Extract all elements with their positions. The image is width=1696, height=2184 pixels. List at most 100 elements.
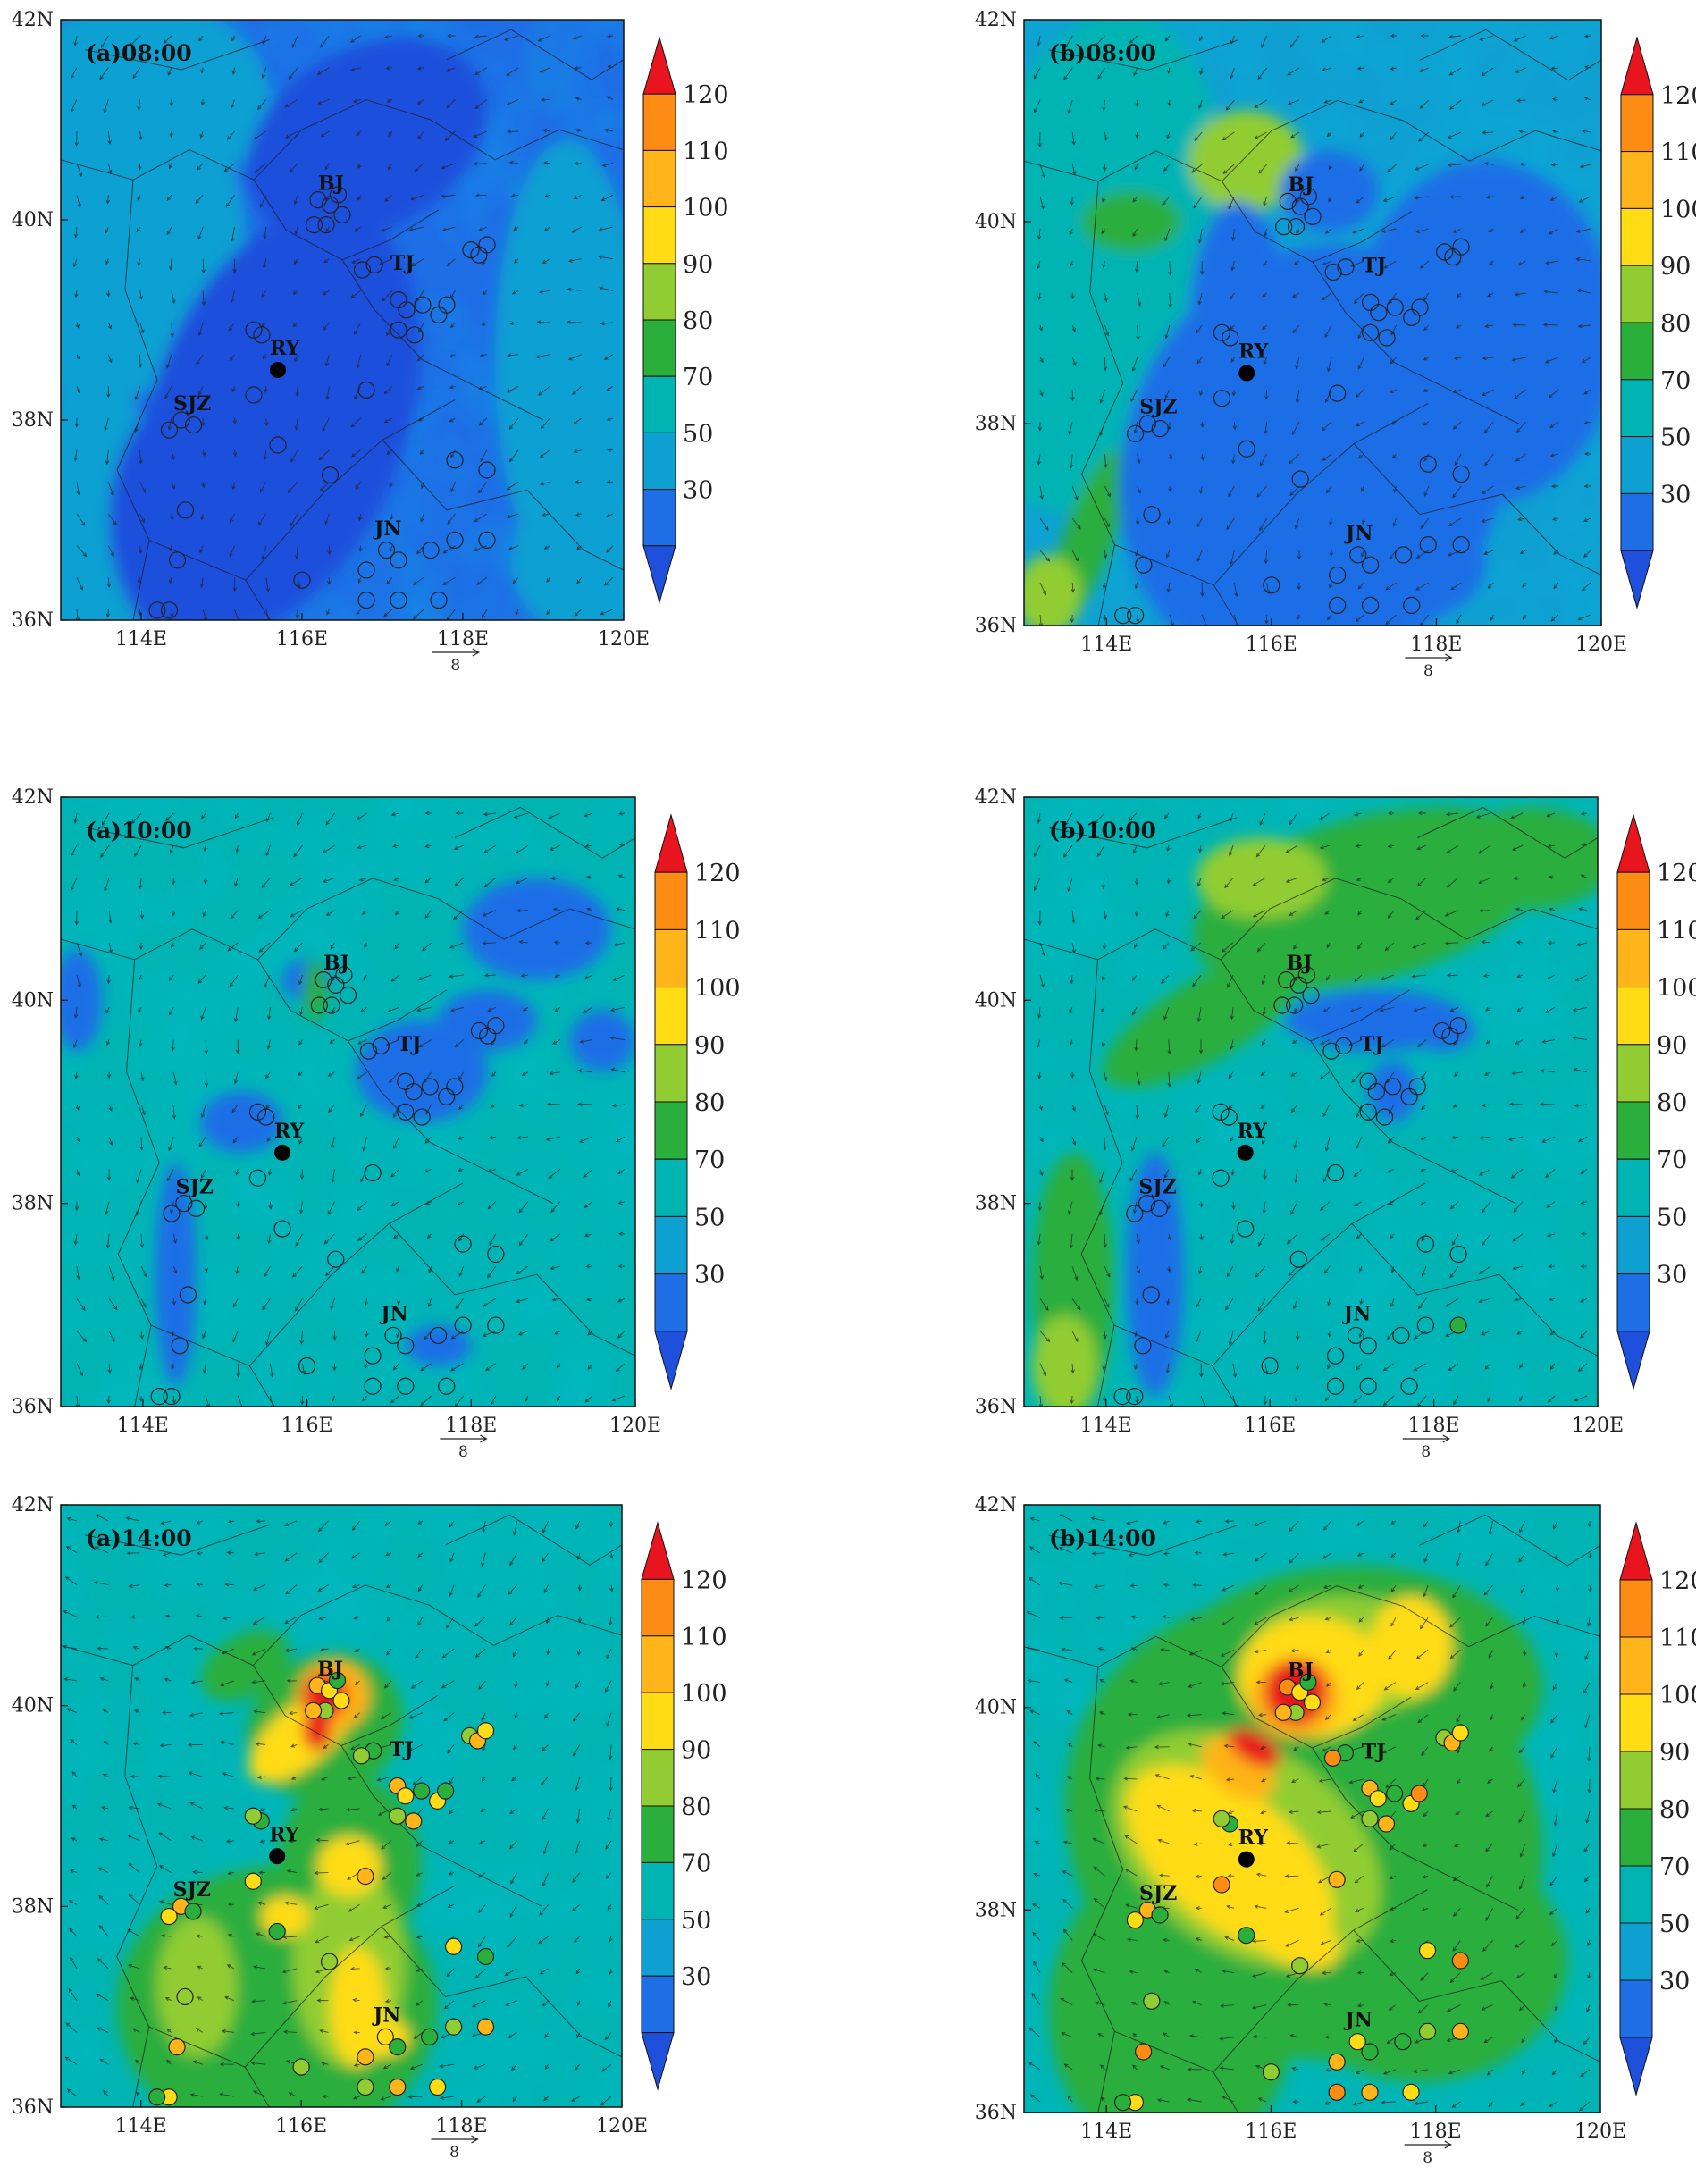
station-marker: [298, 1357, 316, 1375]
panel-label: (a)14:00: [86, 1525, 192, 1551]
map-frame: [60, 19, 625, 621]
boundary-lines: [1024, 29, 1601, 626]
station-marker: [1126, 1205, 1144, 1222]
pm25-field: [61, 1505, 622, 2107]
station-marker: [1286, 996, 1304, 1014]
station-marker: [470, 1021, 489, 1040]
colorbar: 120 110 100 90 80 70 50 30: [641, 1521, 727, 2091]
station-marker: [1452, 465, 1470, 483]
colorbar-tick-label: 110: [1659, 1625, 1696, 1652]
y-tick-label: 42N: [12, 9, 54, 31]
reference-vector-label: 8: [1423, 662, 1433, 680]
station-marker: [175, 1195, 193, 1213]
y-tick-label: 36N: [12, 1396, 54, 1418]
station-marker: [437, 1782, 455, 1800]
station-marker: [1287, 218, 1306, 236]
ry-site-marker: [274, 1144, 291, 1161]
station-marker: [421, 1078, 439, 1096]
station-marker: [1328, 1870, 1346, 1888]
panel-label: (b)08:00: [1049, 40, 1156, 66]
station-marker: [1451, 1724, 1469, 1742]
map-frame: [60, 796, 636, 1407]
observation-stations: [148, 186, 496, 619]
colorbar-tick-label: 100: [1659, 1682, 1696, 1709]
colorbar: 120 110 100 90 80 70 50 30: [654, 813, 741, 1390]
station-marker: [405, 1812, 423, 1830]
station-marker: [1274, 1703, 1292, 1721]
x-tick-label: 120E: [1574, 2121, 1626, 2143]
colorbar-tick-label: 30: [1659, 1968, 1690, 1995]
station-marker: [160, 421, 179, 439]
station-marker: [1418, 2022, 1437, 2040]
colorbar-tick-label: 50: [681, 1907, 711, 1935]
station-marker: [421, 2028, 439, 2045]
station-marker: [398, 301, 416, 319]
station-marker: [305, 216, 323, 234]
pm25-field: [1024, 797, 1598, 1407]
station-marker: [376, 2028, 394, 2045]
station-marker: [1329, 566, 1347, 584]
station-marker: [168, 2038, 186, 2056]
city-label: TJ: [1362, 255, 1386, 278]
station-marker: [389, 2078, 407, 2096]
station-marker: [429, 1326, 448, 1345]
station-marker: [454, 1235, 472, 1253]
station-marker: [1126, 424, 1145, 442]
station-marker: [1400, 1377, 1418, 1395]
city-label: JN: [379, 1302, 408, 1325]
x-tick-label: 116E: [1246, 634, 1297, 656]
station-marker: [1418, 1942, 1437, 1960]
y-tick-label: 36N: [975, 1396, 1017, 1418]
colorbar-tick-label: 90: [1657, 1032, 1687, 1060]
station-marker: [168, 551, 187, 569]
observation-stations: [148, 1671, 495, 2106]
station-marker: [1304, 207, 1322, 225]
colorbar-tick-label: 120: [683, 81, 729, 109]
y-tick-label: 38N: [12, 409, 54, 432]
city-label: BJ: [1288, 1659, 1314, 1683]
station-marker: [1212, 1169, 1230, 1187]
y-tick-label: 40N: [975, 211, 1017, 233]
city-label: JN: [1344, 522, 1373, 545]
boundary-lines: [61, 29, 624, 620]
reference-vector: [1404, 2140, 1452, 2149]
station-marker: [1114, 607, 1132, 625]
y-tick-label: 38N: [12, 1895, 54, 1918]
station-marker: [163, 1205, 181, 1222]
station-marker: [1370, 304, 1388, 322]
reference-vector-label: 8: [1423, 2149, 1432, 2167]
y-tick-label: 40N: [975, 1697, 1017, 1719]
station-marker: [148, 2088, 166, 2106]
colorbar: 120 110 100 90 80 70 50 30: [1620, 36, 1696, 609]
station-marker: [1113, 1388, 1131, 1406]
station-marker: [171, 1337, 189, 1355]
station-marker: [438, 1377, 456, 1395]
station-marker: [1329, 596, 1347, 615]
panel-label: (a)08:00: [86, 40, 192, 66]
map-panel-0-1: BJ TJ RY SJZ JN (b)08:00 114E 116E 118E 120E 36N 38…: [975, 9, 1696, 680]
station-marker: [390, 321, 407, 339]
map-frame: [60, 1504, 623, 2108]
reference-vector-label: 8: [449, 2144, 459, 2162]
ry-site-marker: [1238, 1851, 1255, 1868]
station-marker: [1402, 2083, 1420, 2101]
station-marker: [1326, 1377, 1345, 1395]
city-label: TJ: [1362, 1740, 1386, 1763]
colorbar-tick-label: 80: [1660, 310, 1691, 338]
station-marker: [1359, 1377, 1377, 1395]
city-label: RY: [274, 1120, 305, 1143]
colorbar-tick-label: 50: [694, 1204, 725, 1231]
reference-vector: [1402, 1434, 1450, 1443]
station-marker: [248, 1169, 267, 1187]
station-marker: [253, 326, 271, 344]
station-marker: [1135, 2043, 1153, 2061]
ry-site-marker: [1237, 1144, 1254, 1161]
colorbar-tick-label: 30: [681, 1963, 711, 1991]
city-label: JN: [373, 517, 402, 541]
city-label: RY: [269, 1823, 299, 1846]
boundary-lines: [1024, 806, 1598, 1407]
station-marker: [329, 186, 348, 204]
colorbar-tick-label: 70: [681, 1850, 711, 1877]
station-marker: [1416, 1235, 1435, 1253]
station-marker: [352, 1747, 371, 1765]
